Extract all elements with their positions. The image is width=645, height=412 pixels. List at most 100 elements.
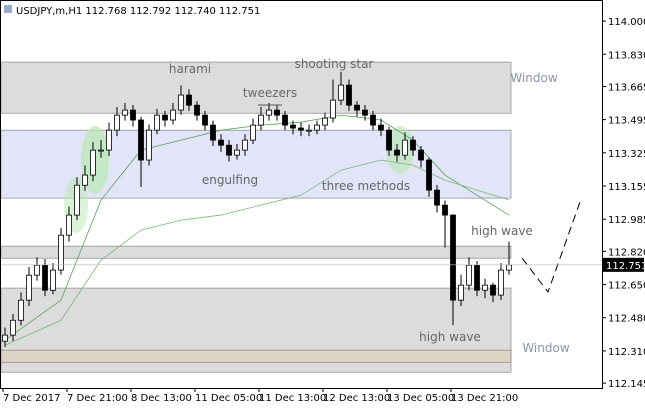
y-tick-label: 112.310: [608, 347, 645, 358]
candle-body: [402, 139, 408, 156]
x-tick-label: 11 Dec 13:00: [259, 393, 326, 404]
zone: [0, 245, 512, 259]
candle-body: [498, 269, 504, 296]
candle-body: [10, 319, 16, 336]
candle-body: [458, 284, 464, 301]
candle-body: [274, 109, 280, 116]
candle-body: [370, 114, 376, 126]
annotation: high wave: [471, 224, 533, 238]
x-tick-label: 12 Dec 13:00: [323, 393, 390, 404]
candle-body: [266, 109, 272, 116]
y-tick-label: 112.650: [608, 281, 645, 292]
y-tick-label: 113.495: [608, 116, 645, 127]
candle-body: [162, 114, 168, 121]
candle-body: [258, 114, 264, 126]
candle-body: [338, 84, 344, 101]
candle-body: [170, 109, 176, 121]
annotation: high wave: [419, 330, 481, 344]
candle-body: [82, 174, 88, 186]
x-tick-label: 8 Dec 13:00: [131, 393, 192, 404]
annotation: tweezers: [243, 86, 297, 100]
candle-body: [98, 149, 104, 152]
annotation: shooting star: [295, 57, 374, 71]
candle-body: [138, 119, 144, 161]
moving-average: [4, 159, 510, 346]
candle-body: [506, 264, 512, 271]
candle-body: [106, 129, 112, 151]
x-tick-label: 13 Dec 21:00: [451, 393, 518, 404]
candle-body: [90, 149, 96, 176]
candle-body: [66, 214, 72, 236]
candle-body: [186, 94, 192, 106]
candle-body: [202, 114, 208, 126]
candle-body: [218, 139, 224, 146]
candle-body: [34, 264, 40, 276]
y-tick-label: 114.000: [608, 17, 645, 28]
candle-body: [226, 144, 232, 156]
candle-body: [26, 274, 32, 301]
candle-body: [426, 159, 432, 191]
candle-body: [146, 129, 152, 161]
y-tick-label: 112.480: [608, 314, 645, 325]
candle-body: [114, 114, 120, 131]
annotation: three methods: [322, 179, 410, 193]
candle-body: [346, 84, 352, 106]
y-tick-label: 113.155: [608, 182, 645, 193]
annotation: Window: [510, 71, 558, 85]
annotation: harami: [169, 62, 211, 76]
candle-body: [194, 104, 200, 116]
candle-body: [242, 139, 248, 151]
chart-title: USDJPY,m,H1 112.768 112.792 112.740 112.…: [16, 6, 260, 17]
candle-body: [234, 149, 240, 156]
candle-body: [282, 114, 288, 126]
y-tick-label: 112.985: [608, 215, 645, 226]
candle-body: [130, 109, 136, 121]
x-tick-label: 7 Dec 2017: [3, 393, 61, 404]
y-tick-label: 112.820: [608, 247, 645, 258]
candle-body: [434, 189, 440, 206]
candle-body: [74, 184, 80, 216]
moving-average: [4, 114, 510, 341]
candle-body: [410, 139, 416, 151]
price-label: 112.751: [606, 261, 645, 272]
candle-body: [18, 299, 24, 321]
zone: [0, 61, 512, 114]
price-tag: [602, 257, 644, 272]
plot-border: [0, 0, 603, 389]
candle-body: [154, 114, 160, 131]
annotation: engulfing: [202, 173, 258, 187]
symbol-icon: [4, 5, 12, 13]
zone: [0, 349, 512, 363]
y-tick-label: 113.830: [608, 50, 645, 61]
annotation: Window: [522, 341, 570, 355]
candle-body: [394, 149, 400, 156]
candle-body: [210, 124, 216, 141]
candle-body: [442, 204, 448, 216]
candle-body: [362, 109, 368, 116]
candle-body: [378, 124, 384, 131]
candle-body: [482, 284, 488, 291]
x-tick-label: 7 Dec 21:00: [67, 393, 128, 404]
x-tick-label: 13 Dec 05:00: [387, 393, 454, 404]
candle-body: [474, 264, 480, 291]
candle-body: [178, 94, 184, 111]
candle-body: [2, 334, 8, 342]
candle-body: [354, 104, 360, 111]
y-tick-label: 113.665: [608, 82, 645, 93]
candle-body: [306, 129, 312, 132]
candle-body: [418, 149, 424, 161]
x-tick-label: 11 Dec 05:00: [195, 393, 262, 404]
candle-body: [250, 124, 256, 141]
candle-body: [122, 109, 128, 116]
candle-body: [314, 124, 320, 131]
candle-body: [58, 234, 64, 271]
candle-body: [386, 129, 392, 151]
candle-body: [450, 214, 456, 301]
candle-body: [298, 127, 304, 131]
candle-body: [490, 284, 496, 296]
candle-body: [322, 117, 328, 126]
candle-body: [466, 264, 472, 286]
candle-body: [42, 264, 48, 291]
candle-body: [330, 99, 336, 119]
